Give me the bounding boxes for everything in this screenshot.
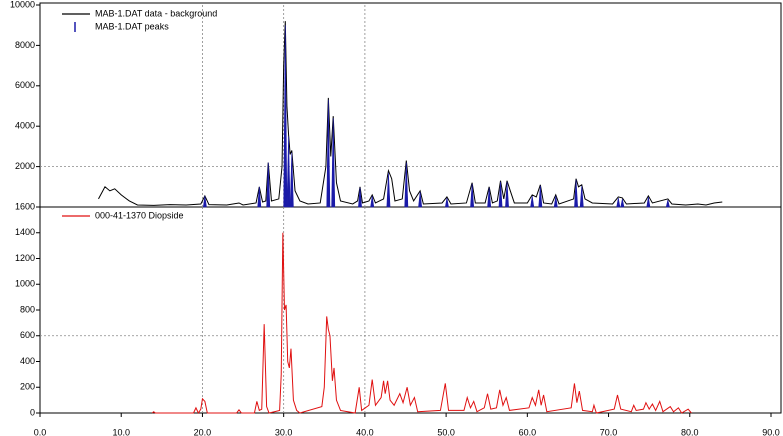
x-tick-label: 0.0: [34, 427, 47, 436]
x-tick-label: 60.0: [519, 427, 537, 436]
peak: [404, 162, 409, 208]
x-tick-label: 50.0: [437, 427, 455, 436]
peak: [538, 185, 543, 208]
peak: [286, 136, 291, 208]
y-tick-label: 10000: [10, 0, 35, 9]
x-tick-label: 70.0: [600, 427, 618, 436]
y-tick-label: 800: [20, 304, 35, 314]
data-line: [98, 21, 723, 206]
peak: [444, 197, 449, 208]
peak: [505, 181, 509, 208]
x-tick-label: 80.0: [681, 427, 699, 436]
peak: [553, 195, 558, 208]
x-tick-label: 40.0: [356, 427, 374, 436]
peak: [574, 179, 578, 208]
peak: [386, 172, 391, 208]
peak: [579, 185, 584, 208]
peak: [646, 196, 651, 208]
peak: [418, 191, 423, 208]
peak: [498, 181, 503, 208]
peak: [470, 183, 475, 208]
y-tick-label: 6000: [15, 80, 35, 90]
peak: [289, 152, 294, 208]
plot-frame: [39, 2, 782, 414]
legend-label: MAB-1.DAT peaks: [95, 21, 169, 31]
y-tick-label: 1200: [15, 253, 35, 263]
x-tick-label: 10.0: [112, 427, 130, 436]
peak: [257, 186, 262, 208]
y-tick-label: 600: [20, 330, 35, 340]
peak: [266, 162, 271, 208]
y-tick-label: 1000: [15, 279, 35, 289]
y-tick-label: 400: [20, 356, 35, 366]
peak: [358, 187, 362, 208]
legend-label: MAB-1.DAT data - background: [95, 8, 217, 18]
y-tick-label: 4000: [15, 121, 35, 131]
legend-label: 000-41-1370 Diopside: [95, 210, 184, 220]
peak: [370, 195, 375, 208]
data-line: [151, 232, 692, 415]
peak: [331, 118, 336, 208]
y-tick-label: 1400: [15, 227, 35, 237]
y-tick-label: 8000: [15, 40, 35, 50]
peak: [326, 99, 331, 208]
y-tick-label: 0: [30, 407, 35, 417]
x-tick-label: 30.0: [275, 427, 293, 436]
y-tick-label: 1600: [15, 201, 35, 211]
peak: [202, 195, 207, 208]
peak: [665, 199, 670, 208]
peak: [283, 25, 288, 208]
y-tick-label: 200: [20, 382, 35, 392]
x-tick-label: 90.0: [762, 427, 780, 436]
peak: [620, 198, 625, 208]
peak: [616, 197, 621, 208]
x-tick-label: 20.0: [194, 427, 212, 436]
peak: [487, 187, 492, 208]
y-tick-label: 2000: [15, 161, 35, 171]
peak: [530, 195, 535, 208]
